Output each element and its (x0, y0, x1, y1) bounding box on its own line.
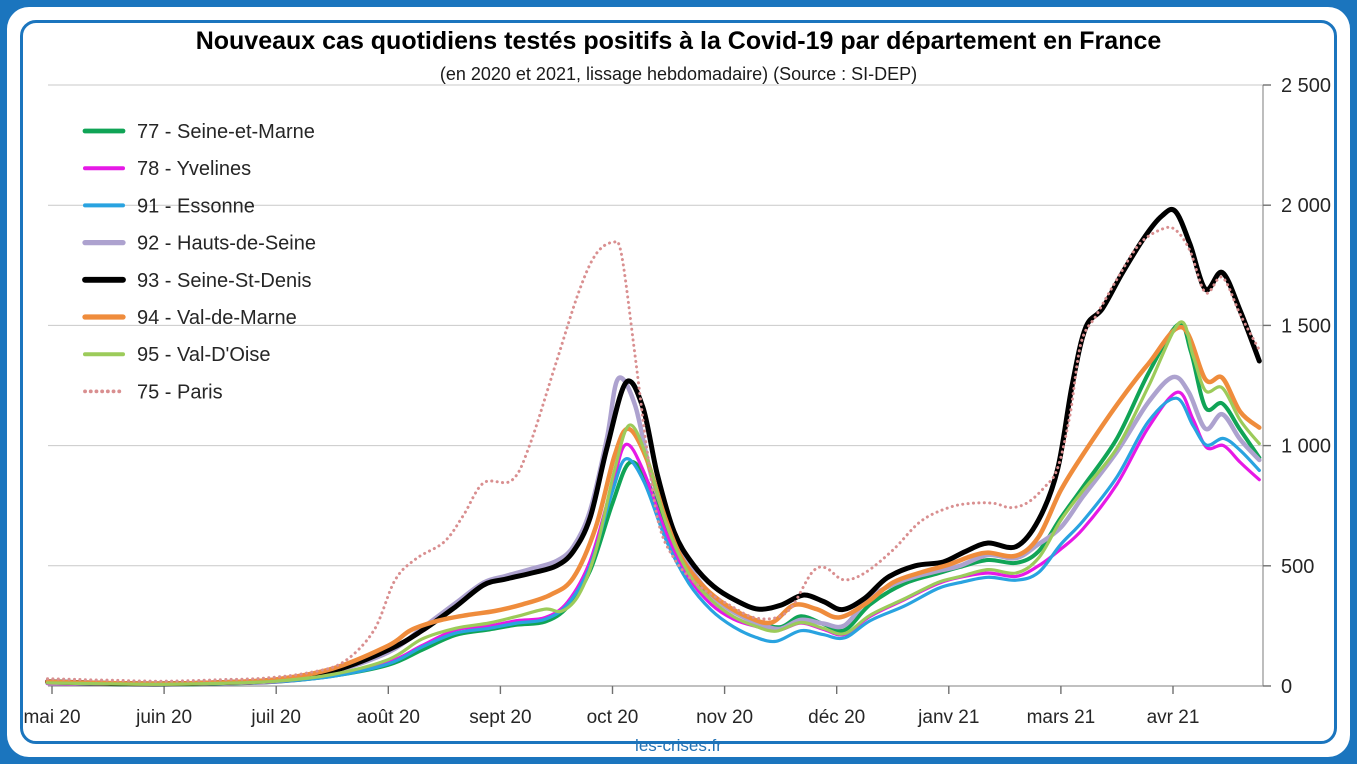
x-axis-label: août 20 (357, 707, 420, 728)
series-line-93 (45, 206, 1262, 687)
x-axis-label: oct 20 (587, 707, 639, 728)
legend-label: 93 - Seine-St-Denis (137, 270, 312, 292)
y-axis-label: 500 (1281, 556, 1314, 578)
legend-label: 75 - Paris (137, 381, 223, 403)
legend-label: 92 - Hauts-de-Seine (137, 233, 316, 255)
series-line-91 (45, 396, 1261, 686)
series-line-92 (45, 374, 1262, 687)
legend-label: 91 - Essonne (137, 195, 255, 217)
y-axis-label: 1 500 (1281, 315, 1331, 337)
series-line-95 (45, 320, 1261, 686)
legend-label: 94 - Val-de-Marne (137, 307, 297, 329)
legend-label: 77 - Seine-et-Marne (137, 121, 315, 143)
y-axis-label: 0 (1281, 676, 1292, 698)
series-line-94 (45, 325, 1262, 686)
x-axis-label: sept 20 (469, 707, 531, 728)
x-axis-label: mai 20 (23, 707, 80, 728)
chart-card: Nouveaux cas quotidiens testés positifs … (7, 7, 1350, 757)
x-axis-label: avr 21 (1147, 707, 1200, 728)
x-axis-label: mars 21 (1027, 707, 1096, 728)
footer-watermark: les-crises.fr (635, 736, 722, 755)
x-axis-label: juin 20 (135, 707, 192, 728)
y-axis-label: 1 000 (1281, 436, 1331, 458)
chart-subtitle: (en 2020 et 2021, lissage hebdomadaire) … (439, 64, 918, 84)
legend-label: 95 - Val-D'Oise (137, 344, 271, 366)
x-axis-label: déc 20 (808, 707, 865, 728)
x-axis-label: nov 20 (696, 707, 753, 728)
x-axis-label: juil 20 (250, 707, 301, 728)
legend-label: 78 - Yvelines (137, 158, 251, 180)
series-line-78 (45, 390, 1261, 687)
y-axis-label: 2 500 (1281, 75, 1331, 97)
x-axis-label: janv 21 (917, 707, 979, 728)
series-line-75 (46, 225, 1261, 683)
chart-title: Nouveaux cas quotidiens testés positifs … (195, 27, 1162, 55)
y-axis-label: 2 000 (1281, 195, 1331, 217)
